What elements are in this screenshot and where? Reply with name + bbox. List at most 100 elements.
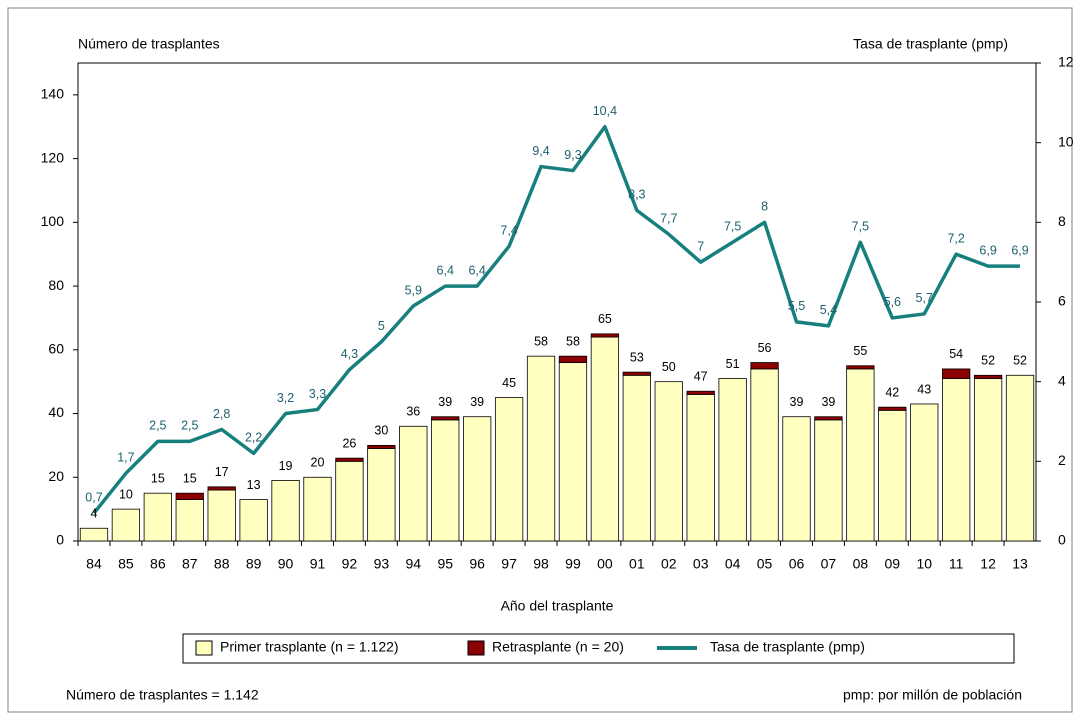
total-label: 20: [311, 456, 325, 470]
x-tick-label: 99: [565, 556, 581, 572]
total-label: 42: [885, 385, 899, 399]
rate-label: 10,4: [593, 104, 617, 118]
bar-segment: [878, 406, 907, 411]
x-tick-label: 13: [1012, 556, 1028, 572]
bar-segment: [750, 362, 779, 370]
x-tick-label: 05: [757, 556, 773, 572]
total-label: 52: [981, 354, 995, 368]
bar-segment: [367, 444, 396, 449]
legend-label: Retrasplante (n = 20): [492, 639, 624, 655]
bar-segment: [814, 419, 843, 542]
total-label: 65: [598, 312, 612, 326]
bar-segment: [942, 378, 971, 542]
rate-label: 1,7: [117, 451, 134, 465]
y2-tick-label: 12: [1058, 54, 1074, 70]
y2-tick-label: 8: [1058, 213, 1066, 229]
total-label: 17: [215, 465, 229, 479]
x-tick-label: 07: [821, 556, 837, 572]
rate-label: 5,5: [788, 299, 805, 313]
total-label: 39: [438, 395, 452, 409]
rate-label: 7: [697, 239, 704, 253]
y-tick-label: 100: [41, 213, 65, 229]
rate-label: 2,5: [181, 419, 198, 433]
x-tick-label: 94: [406, 556, 422, 572]
total-label: 13: [247, 478, 261, 492]
x-tick-label: 95: [437, 556, 453, 572]
bar-segment: [79, 527, 109, 542]
bar-segment: [846, 368, 875, 542]
bar-segment: [622, 374, 651, 542]
bar-segment: [973, 378, 1003, 542]
bar-segment: [654, 381, 683, 542]
total-label: 36: [406, 405, 420, 419]
bar-segment: [494, 397, 524, 542]
bar-segment: [942, 368, 971, 379]
x-tick-label: 09: [885, 556, 901, 572]
rate-label: 8: [761, 200, 768, 214]
total-label: 15: [151, 471, 165, 485]
y2-tick-label: 10: [1058, 133, 1074, 149]
bar-segment: [718, 378, 747, 542]
bar-segment: [686, 394, 715, 542]
bar-segment: [431, 419, 460, 542]
total-label: 39: [790, 395, 804, 409]
total-label: 15: [183, 471, 197, 485]
bar-segment: [782, 416, 811, 542]
total-label: 39: [470, 395, 484, 409]
bar-segment: [271, 480, 300, 542]
bar-segment: [814, 416, 843, 421]
rate-line: [92, 124, 1021, 515]
y-tick-label: 60: [48, 341, 64, 357]
x-axis-label: Año del trasplante: [501, 598, 614, 614]
rate-label: 2,5: [149, 419, 166, 433]
x-tick-label: 92: [342, 556, 358, 572]
rate-label: 5,7: [916, 291, 933, 305]
rate-label: 5,9: [405, 283, 422, 297]
y-tick-label: 120: [41, 149, 65, 165]
y-tick-label: 80: [48, 277, 64, 293]
rate-label: 3,2: [277, 391, 294, 405]
bar-segment: [335, 460, 364, 542]
bar-segment: [367, 448, 396, 542]
bar-segment: [686, 390, 715, 395]
y-axis-label: Número de trasplantes: [78, 36, 220, 52]
total-label: 47: [694, 370, 708, 384]
x-tick-label: 85: [118, 556, 134, 572]
x-tick-label: 96: [469, 556, 485, 572]
y-tick-label: 40: [48, 404, 64, 420]
bar-segment: [175, 499, 204, 542]
rate-label: 7,2: [947, 231, 964, 245]
x-tick-label: 98: [533, 556, 549, 572]
bar-segment: [558, 362, 588, 542]
legend-label: Tasa de trasplante (pmp): [710, 639, 865, 655]
bar-segment: [878, 409, 907, 542]
rate-label: 5,4: [820, 303, 837, 317]
y2-tick-label: 4: [1058, 372, 1066, 388]
x-tick-label: 11: [949, 556, 964, 572]
bar-segment: [558, 355, 588, 363]
rate-label: 6,9: [979, 243, 996, 257]
total-label: 39: [821, 395, 835, 409]
x-tick-label: 86: [150, 556, 166, 572]
bar-segment: [526, 355, 556, 542]
rate-label: 9,3: [564, 148, 581, 162]
x-tick-label: 00: [597, 556, 613, 572]
x-tick-label: 89: [246, 556, 262, 572]
footnote: Número de trasplantes = 1.142: [66, 687, 259, 703]
bar-segment: [846, 365, 875, 370]
total-label: 10: [119, 487, 133, 501]
total-label: 56: [758, 341, 772, 355]
x-tick-label: 87: [182, 556, 198, 572]
x-tick-label: 10: [916, 556, 932, 572]
bar-segment: [590, 333, 620, 338]
rate-label: 6,9: [1011, 243, 1028, 257]
y-tick-label: 0: [56, 532, 64, 548]
total-label: 58: [566, 334, 580, 348]
rate-label: 0,7: [85, 490, 102, 504]
bar-segment: [622, 371, 651, 376]
x-tick-label: 02: [661, 556, 677, 572]
y2-tick-label: 6: [1058, 293, 1066, 309]
bar-segment: [590, 336, 620, 542]
rate-label: 5,6: [884, 295, 901, 309]
x-tick-label: 97: [501, 556, 517, 572]
